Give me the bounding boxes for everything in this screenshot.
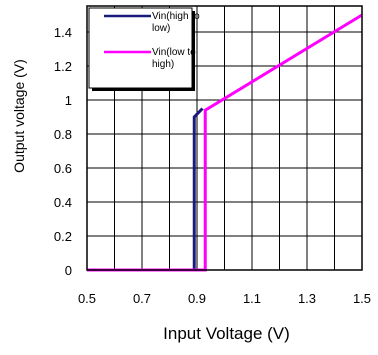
y-tick-label: 1.2 <box>54 59 72 74</box>
y-tick-label: 1.4 <box>54 25 72 40</box>
y-tick-label: 0.2 <box>54 229 72 244</box>
legend-label-low-to-high: Vin(low to <box>152 47 196 58</box>
y-axis-label: Output voltage (V) <box>11 59 27 173</box>
legend: Vin(high to low) Vin(low to high) <box>88 7 200 91</box>
x-tick-label: 1.3 <box>298 291 316 306</box>
x-tick-label: 1.1 <box>243 291 261 306</box>
y-tick-label: 0.4 <box>54 195 72 210</box>
y-tick-label: 0.6 <box>54 161 72 176</box>
legend-box <box>88 7 193 89</box>
x-axis-label: Input Voltage (V) <box>163 324 290 343</box>
x-tick-label: 0.9 <box>188 291 206 306</box>
x-tick-labels: 0.5 0.7 0.9 1.1 1.3 1.5 <box>78 291 371 306</box>
x-tick-label: 0.7 <box>133 291 151 306</box>
x-tick-label: 0.5 <box>78 291 96 306</box>
y-tick-label: 0 <box>65 263 72 278</box>
legend-label-high-to-low-cont: low) <box>152 23 170 34</box>
series-line-0 <box>87 107 204 272</box>
legend-label-high-to-low: Vin(high to <box>152 11 200 22</box>
x-tick-label: 1.5 <box>353 291 371 306</box>
legend-label-low-to-high-cont: high) <box>152 59 174 70</box>
plot-frame <box>86 5 363 271</box>
y-tick-labels: 0 0.2 0.4 0.6 0.8 1 1.2 1.4 <box>54 25 72 278</box>
y-tick-label: 0.8 <box>54 127 72 142</box>
y-tick-label: 1 <box>65 93 72 108</box>
